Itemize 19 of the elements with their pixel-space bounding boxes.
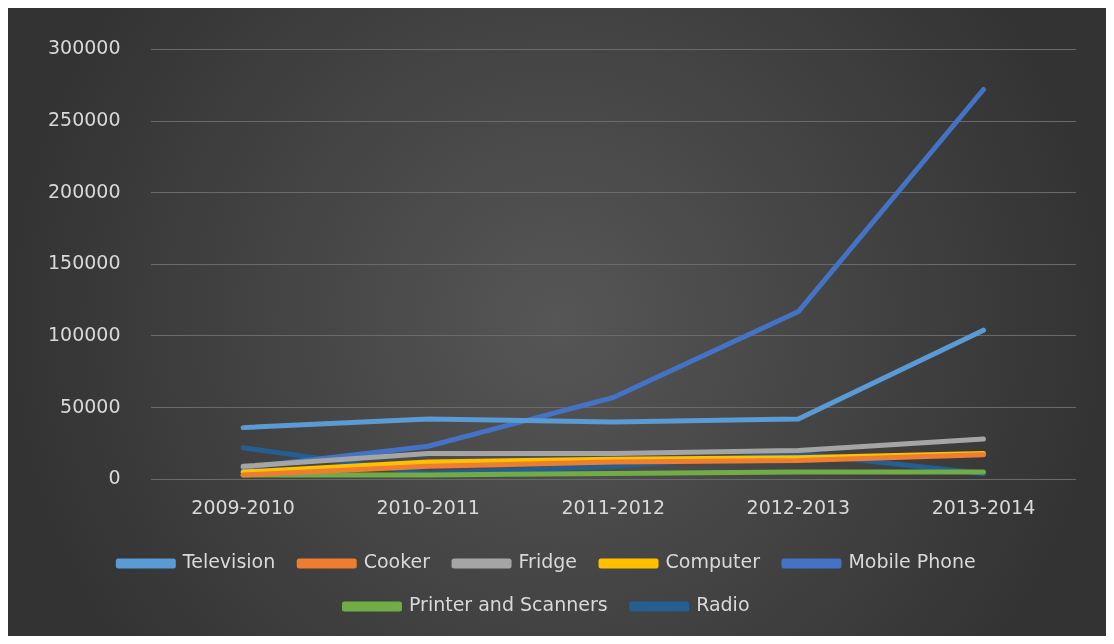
legend-label: Cooker: [363, 550, 431, 573]
legend-label: Radio: [696, 593, 750, 616]
x-tick-label: 2009-2010: [191, 495, 295, 518]
x-tick-label: 2013-2014: [931, 495, 1036, 518]
y-tick-label: 150000: [48, 251, 121, 274]
y-tick-label: 0: [108, 466, 121, 489]
legend-label: Computer: [665, 550, 761, 573]
x-tick-label: 2012-2013: [746, 495, 851, 518]
y-tick-label: 250000: [48, 107, 121, 130]
y-tick-label: 300000: [48, 36, 121, 59]
legend-label: Mobile Phone: [848, 550, 976, 573]
y-tick-label: 100000: [48, 322, 121, 345]
legend-label: Television: [181, 550, 276, 573]
legend-label: Fridge: [518, 550, 578, 573]
y-tick-label: 200000: [48, 179, 121, 202]
y-tick-label: 50000: [60, 394, 121, 417]
x-tick-label: 2011-2012: [561, 495, 666, 518]
x-tick-label: 2010-2011: [376, 495, 480, 518]
legend-label: Printer and Scanners: [408, 593, 608, 616]
